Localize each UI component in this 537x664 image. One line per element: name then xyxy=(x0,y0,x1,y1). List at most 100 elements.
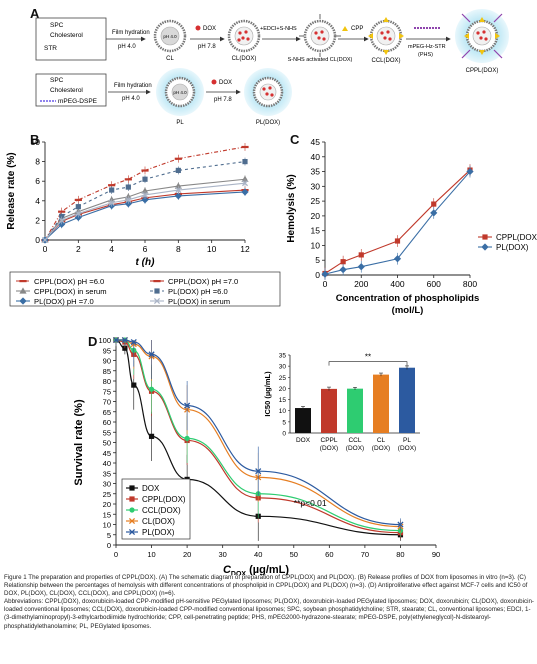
bar xyxy=(321,388,337,433)
chart-d-survival: 0 10 20 30 40 50 60 70 80 90051015202530354045505… xyxy=(73,336,440,575)
chart-b-release: 0 2 4 6 8 10 12 0 2 4 6 8 10 Release rate (%) t (h) CPP… xyxy=(6,137,281,307)
bar xyxy=(295,408,311,433)
data-point xyxy=(141,187,149,194)
data-point xyxy=(108,199,115,206)
x-tick-label: 12 xyxy=(240,244,250,254)
x-tick-label: 6 xyxy=(143,244,148,254)
x-tick-label: 4 xyxy=(109,244,114,254)
svg-text:CPP: CPP xyxy=(351,26,363,32)
series-line xyxy=(44,146,246,241)
data-point xyxy=(241,145,249,149)
caption-abbreviations: Abbreviations: CPPL(DOX), doxorubicin-lo… xyxy=(4,598,534,630)
data-point xyxy=(142,176,148,182)
y-tick-label: 30 xyxy=(311,181,321,191)
x-axis-title: CDOX (µg/mL) xyxy=(223,564,289,575)
data-point xyxy=(121,336,128,344)
y-tick-label: 35 xyxy=(311,167,321,177)
series-line xyxy=(44,182,246,241)
x-tick-label: 600 xyxy=(427,279,441,289)
material-str-1: STR xyxy=(44,45,57,52)
x-tick-label: 0 xyxy=(114,550,118,559)
legend-marker xyxy=(129,485,135,491)
data-point xyxy=(75,204,81,210)
figure-caption: Figure 1 The preparation and properties … xyxy=(4,574,534,631)
legend-label: CPPL(DOX) pH =6.0 xyxy=(34,277,104,286)
svg-text:mPEG-DSPE: mPEG-DSPE xyxy=(58,98,98,105)
x-tick-label: 200 xyxy=(354,279,368,289)
series-line xyxy=(44,178,246,241)
inset-y-tick-label: 0 xyxy=(282,431,286,438)
material-chol-1: Cholesterol xyxy=(50,32,83,39)
x-tick-label: 10 xyxy=(147,550,155,559)
inset-y-tick-label: 35 xyxy=(279,353,287,360)
data-point xyxy=(466,167,474,176)
legend-label: PL(DOX) xyxy=(142,528,175,537)
data-point xyxy=(393,255,402,263)
legend-marker xyxy=(482,234,488,240)
y-tick-label: 85 xyxy=(103,367,111,376)
y-tick-label: 15 xyxy=(311,226,321,236)
bar xyxy=(399,367,415,433)
bar-category-label: CCL xyxy=(348,437,361,444)
data-point xyxy=(75,210,82,217)
significance-annotation: **p<0.01 xyxy=(294,498,327,508)
bar xyxy=(373,374,389,433)
data-point xyxy=(431,201,437,207)
x-tick-label: 2 xyxy=(76,244,81,254)
data-point xyxy=(122,345,128,351)
legend-label: CCL(DOX) xyxy=(142,506,181,515)
x-tick-label: 0 xyxy=(323,279,328,289)
data-point xyxy=(241,175,249,182)
legend-marker xyxy=(128,528,136,536)
data-point xyxy=(430,209,438,217)
data-point xyxy=(174,192,182,200)
panel-label-a: A xyxy=(30,6,40,21)
data-point xyxy=(397,521,404,528)
svg-text:pH 7.8: pH 7.8 xyxy=(214,97,232,103)
data-point xyxy=(184,435,190,441)
legend-label: PL(DOX) pH =6.0 xyxy=(168,287,228,296)
legend-box xyxy=(9,271,281,307)
data-point xyxy=(340,259,346,265)
y-tick-label: 60 xyxy=(103,418,111,427)
y-tick-label: 50 xyxy=(103,439,111,448)
bar-category-label: (DOX) xyxy=(372,445,390,452)
legend-marker xyxy=(153,297,161,305)
legend-marker xyxy=(19,280,27,283)
legend-marker xyxy=(128,517,136,525)
y-tick-label: 90 xyxy=(103,357,111,366)
y-tick-label: 45 xyxy=(103,449,111,458)
inset-y-tick-label: 25 xyxy=(279,375,287,382)
legend-marker xyxy=(153,280,161,283)
y-tick-label: 0 xyxy=(107,541,111,550)
svg-text:pH 4.0: pH 4.0 xyxy=(173,90,187,95)
liposome-ccl-dox xyxy=(368,17,404,55)
svg-text:SPC: SPC xyxy=(50,77,64,84)
data-point xyxy=(141,169,149,172)
data-point xyxy=(175,186,182,194)
x-tick-label: 40 xyxy=(254,550,262,559)
y-tick-label: 10 xyxy=(103,521,111,530)
inset-y-tick-label: 30 xyxy=(279,364,287,371)
data-point xyxy=(242,159,248,165)
y-tick-label: 35 xyxy=(103,469,111,478)
x-tick-label: 8 xyxy=(176,244,181,254)
y-tick-label: 40 xyxy=(103,459,111,468)
data-point xyxy=(108,184,116,187)
material-spc-1: SPC xyxy=(50,22,64,29)
data-point xyxy=(74,198,82,202)
data-point xyxy=(148,386,155,392)
svg-text:pH 4.0: pH 4.0 xyxy=(118,44,136,50)
svg-text:CPPL(DOX): CPPL(DOX) xyxy=(466,68,499,74)
y-tick-label: 15 xyxy=(103,510,111,519)
inset-y-tick-label: 5 xyxy=(282,419,286,426)
legend-marker xyxy=(154,288,160,294)
y-tick-label: 55 xyxy=(103,428,111,437)
x-tick-label: 20 xyxy=(183,550,191,559)
bar xyxy=(347,388,363,433)
x-tick-label: 50 xyxy=(290,550,298,559)
series-4 xyxy=(112,336,404,531)
y-tick-label: 5 xyxy=(315,255,320,265)
series-1 xyxy=(321,165,474,281)
